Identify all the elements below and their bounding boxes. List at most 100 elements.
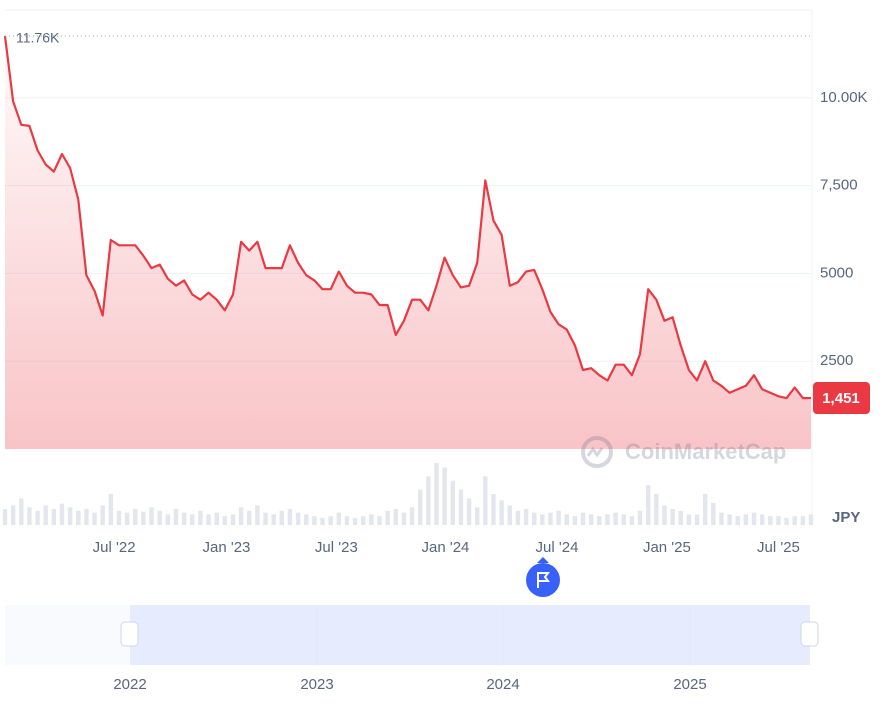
- price-line: [3, 35, 812, 400]
- volume-bar: [792, 516, 797, 525]
- volume-bar: [466, 498, 472, 525]
- volume-bar: [271, 514, 276, 525]
- x-tick-label: Jul '25: [757, 539, 800, 556]
- x-tick-label: Jan '23: [202, 539, 250, 556]
- volume-bar: [702, 494, 708, 525]
- x-tick-label: Jan '25: [643, 539, 691, 556]
- volume-bar: [255, 505, 260, 525]
- event-flag[interactable]: [526, 557, 560, 597]
- navigator-label: 2023: [300, 676, 333, 693]
- navigator-handle[interactable]: [120, 621, 139, 647]
- volume-bar: [59, 503, 65, 525]
- volume-bar: [409, 507, 415, 525]
- volume-bar: [523, 509, 529, 525]
- volume-bar: [84, 509, 89, 525]
- volume-bar: [198, 510, 203, 525]
- volume-bar: [190, 514, 195, 525]
- volume-bar: [499, 500, 504, 525]
- volume-bar: [719, 512, 724, 525]
- volume-bar: [2, 509, 8, 525]
- volume-bar: [165, 514, 171, 525]
- x-tick-label: Jan '24: [421, 539, 469, 556]
- volume-bar: [597, 516, 602, 525]
- volume-bar: [711, 502, 716, 525]
- volume-bar: [678, 510, 683, 525]
- volume-bar: [654, 494, 659, 525]
- volume-bar: [10, 505, 16, 525]
- volume-bar: [27, 507, 32, 525]
- volume-bar: [35, 510, 40, 525]
- volume-bar: [141, 511, 146, 525]
- volume-bar: [173, 509, 179, 525]
- volume-bar: [572, 516, 578, 525]
- volume-bar: [124, 512, 130, 525]
- high-label: 11.76K: [16, 30, 60, 46]
- navigator-handle[interactable]: [800, 621, 819, 647]
- volume-bar: [613, 512, 618, 525]
- volume-bar: [531, 512, 537, 525]
- volume-bar: [279, 510, 285, 525]
- navigator-label: 2024: [486, 676, 519, 693]
- current-price-label: 1,451: [822, 390, 860, 407]
- volume-bar: [621, 514, 626, 525]
- volume-bar: [247, 510, 252, 525]
- volume-bar: [238, 507, 244, 525]
- volume-bar: [263, 512, 268, 525]
- volume-bar: [491, 494, 496, 525]
- volume-bar: [67, 507, 73, 525]
- volume-bar: [629, 516, 635, 525]
- volume-bar: [507, 505, 512, 525]
- volume-bar: [662, 505, 667, 525]
- volume-bar: [784, 517, 789, 525]
- volume-bar: [19, 498, 24, 525]
- navigator-selection[interactable]: [130, 605, 810, 665]
- volume-bar: [515, 510, 521, 525]
- volume-bar: [686, 514, 692, 525]
- volume-bar: [637, 510, 643, 525]
- volume-bar: [328, 516, 333, 525]
- volume-bar: [776, 516, 781, 525]
- volume-bar: [694, 514, 700, 525]
- volume-bar: [727, 514, 732, 525]
- x-tick-label: Jul '22: [93, 539, 136, 556]
- navigator-label: 2025: [673, 676, 706, 693]
- currency-label: JPY: [832, 509, 860, 526]
- volume-bar: [743, 514, 749, 525]
- current-price-badge: [813, 382, 870, 415]
- volume-bar: [605, 514, 610, 525]
- navigator-label: 2022: [113, 676, 146, 693]
- volume-bar: [450, 480, 455, 525]
- volume-bar: [393, 509, 399, 525]
- x-tick-label: Jul '23: [315, 539, 358, 556]
- volume-bar: [426, 476, 431, 525]
- volume-bar: [344, 516, 350, 525]
- volume-bar: [442, 467, 447, 525]
- navigator: [5, 605, 810, 665]
- volume-bar: [214, 512, 219, 525]
- volume-bar: [474, 507, 480, 525]
- volume-bar: [230, 514, 236, 525]
- volume-bar: [51, 509, 57, 525]
- volume-bar: [645, 485, 651, 525]
- volume-bar: [385, 510, 390, 525]
- volume-bar: [352, 517, 358, 525]
- volume-bar: [759, 514, 765, 525]
- volume-bar: [76, 510, 81, 525]
- watermark: CoinMarketCap: [581, 436, 786, 468]
- volume-bar: [133, 509, 138, 525]
- volume-bar: [181, 512, 187, 525]
- volume-bar: [670, 509, 675, 525]
- y-tick-label: 5000: [820, 264, 853, 281]
- volume-bar: [295, 512, 301, 525]
- volume-bar: [808, 514, 814, 525]
- volume-bar: [304, 514, 309, 525]
- volume-bar: [116, 510, 122, 525]
- volume-bar: [800, 516, 806, 525]
- volume-bar: [434, 463, 439, 525]
- volume-bar: [222, 516, 228, 525]
- volume-bar: [588, 514, 594, 525]
- volume-bar: [564, 514, 569, 525]
- volume-bar: [100, 505, 105, 525]
- volume-bar: [751, 512, 757, 525]
